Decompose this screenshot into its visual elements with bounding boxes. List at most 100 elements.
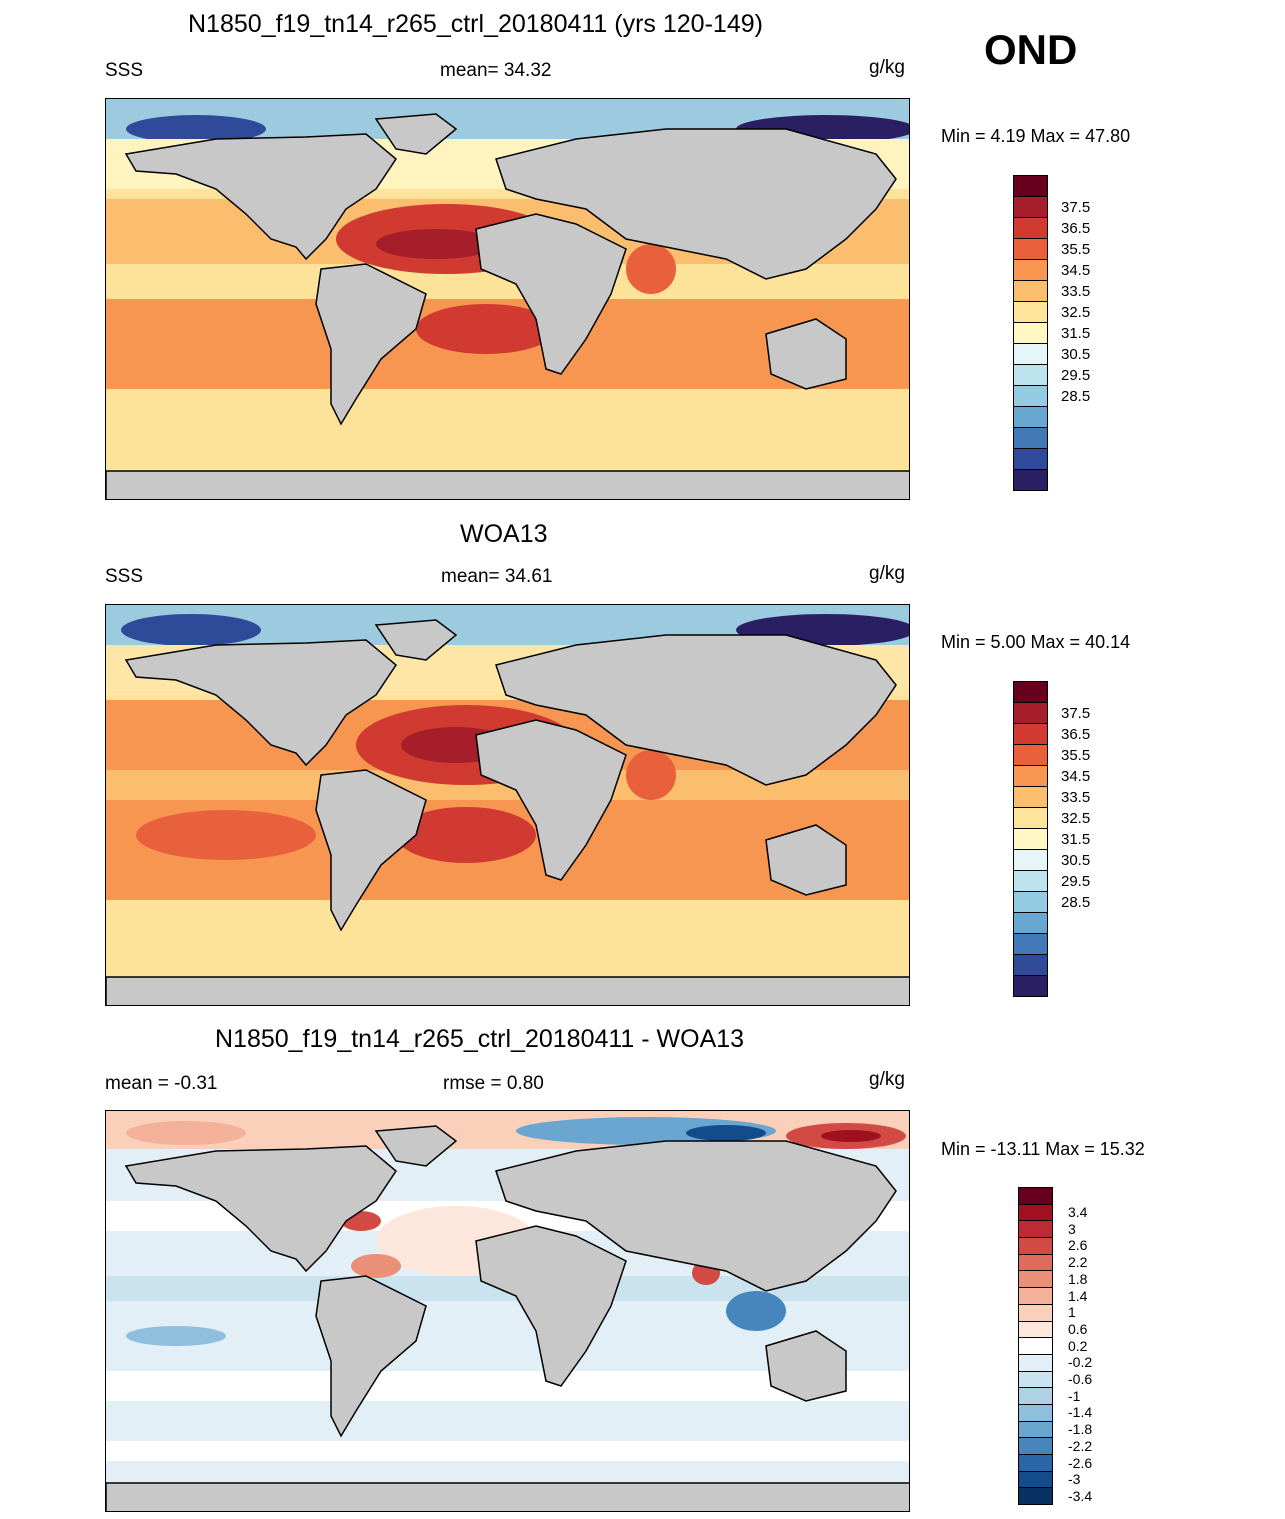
south-atlantic-max: [416, 304, 556, 354]
panel3-minmax: Min = -13.11 Max = 15.32: [941, 1139, 1145, 1159]
colorbar-cell: [1013, 301, 1048, 323]
colorbar-cell: [1018, 1470, 1053, 1489]
panel1-mean-label: mean= 34.32: [440, 60, 552, 81]
colorbar-cell: [1013, 912, 1048, 934]
colorbar-tick-label: -0.2: [1068, 1354, 1093, 1371]
panel3-units-label: g/kg: [869, 1069, 905, 1090]
panel2-map: [105, 604, 910, 1006]
colorbar-tick-label: 33.5: [1061, 788, 1091, 806]
arctic-negative-core: [686, 1125, 766, 1141]
colorbar-cell: [1013, 448, 1048, 470]
colorbar-cell: [1018, 1237, 1053, 1255]
australia: [765, 1330, 847, 1402]
colorbar-cell: [1018, 1353, 1053, 1372]
colorbar-tick-label: 1.4: [1068, 1287, 1088, 1304]
colorbar-tick-label: 30.5: [1061, 851, 1091, 869]
colorbar-cell: [1018, 1320, 1053, 1339]
arabian-sea: [626, 750, 676, 800]
colorbar-cell: [1013, 849, 1048, 871]
colorbar-tick-label: 36.5: [1061, 219, 1091, 237]
eurasia: [495, 1140, 897, 1292]
south-pacific-max: [136, 810, 316, 860]
colorbar-tick-label: 33.5: [1061, 282, 1091, 300]
panel1-map-svg: [106, 99, 909, 499]
panel2-mean-label: mean= 34.61: [441, 566, 553, 587]
colorbar-cell: [1013, 175, 1048, 197]
panel1-colorbar-cells: [1013, 175, 1048, 491]
colorbar-tick-label: 28.5: [1061, 893, 1091, 911]
panel2-colorbar-cells: [1013, 681, 1048, 997]
panel2-title: WOA13: [460, 520, 548, 548]
colorbar-cell: [1013, 933, 1048, 955]
panel1-title: N1850_f19_tn14_r265_ctrl_20180411 (yrs 1…: [188, 10, 763, 38]
panel3-colorbar-cells: [1018, 1187, 1053, 1506]
colorbar-cell: [1013, 744, 1048, 766]
antarctica: [106, 1482, 909, 1511]
greenland: [374, 113, 458, 155]
colorbar-cell: [1013, 681, 1048, 703]
colorbar-tick-label: 29.5: [1061, 872, 1091, 890]
panel3-rmse-label: rmse = 0.80: [443, 1073, 544, 1094]
colorbar-cell: [1013, 343, 1048, 365]
land-masses: [106, 113, 909, 499]
colorbar-tick-label: -1.4: [1068, 1404, 1093, 1421]
north-america: [124, 1145, 397, 1273]
colorbar-cell: [1018, 1253, 1053, 1272]
southern-band: [106, 389, 909, 464]
colorbar-cell: [1013, 427, 1048, 449]
colorbar-tick-label: -1: [1068, 1387, 1081, 1404]
panel1-colorbar: [1013, 175, 1048, 491]
colorbar-tick-label: -3.4: [1068, 1487, 1093, 1504]
colorbar-cell: [1013, 828, 1048, 850]
colorbar-tick-label: 30.5: [1061, 345, 1091, 363]
south-america: [315, 1275, 427, 1438]
eurasia: [495, 128, 897, 280]
australia: [765, 318, 847, 390]
colorbar-cell: [1013, 807, 1048, 829]
colorbar-tick-label: 34.5: [1061, 767, 1091, 785]
colorbar-cell: [1013, 217, 1048, 239]
land-masses: [106, 619, 909, 1005]
panel2-units-label: g/kg: [869, 563, 905, 584]
colorbar-cell: [1018, 1387, 1053, 1405]
colorbar-tick-label: 3: [1068, 1220, 1076, 1237]
colorbar-tick-label: 36.5: [1061, 725, 1091, 743]
panel3-map-svg: [106, 1111, 909, 1511]
colorbar-tick-label: 35.5: [1061, 240, 1091, 258]
antarctica: [106, 976, 909, 1005]
colorbar-tick-label: 2.6: [1068, 1237, 1088, 1254]
colorbar-tick-label: 3.4: [1068, 1204, 1088, 1221]
arctic-fresh-west: [126, 115, 266, 143]
colorbar-tick-label: 1: [1068, 1304, 1076, 1321]
eurasia: [495, 634, 897, 786]
colorbar-cell: [1013, 364, 1048, 386]
australia: [765, 824, 847, 896]
africa: [475, 719, 627, 881]
colorbar-cell: [1013, 891, 1048, 913]
arctic-positive-east-core: [821, 1130, 881, 1142]
colorbar-tick-label: 37.5: [1061, 704, 1091, 722]
colorbar-cell: [1018, 1203, 1053, 1222]
colorbar-cell: [1013, 280, 1048, 302]
colorbar-cell: [1018, 1454, 1053, 1472]
panel1-variable-label: SSS: [105, 60, 144, 81]
caribbean-positive: [351, 1254, 401, 1278]
panel1-minmax: Min = 4.19 Max = 47.80: [941, 126, 1131, 146]
colorbar-cell: [1013, 469, 1048, 491]
colorbar-cell: [1018, 1420, 1053, 1439]
africa: [475, 1225, 627, 1387]
panel2-map-svg: [106, 605, 909, 1005]
colorbar-cell: [1018, 1220, 1053, 1239]
colorbar-cell: [1018, 1303, 1053, 1322]
panel3-title: N1850_f19_tn14_r265_ctrl_20180411 - WOA1…: [215, 1025, 745, 1053]
colorbar-cell: [1013, 975, 1048, 997]
colorbar-cell: [1013, 786, 1048, 808]
south-atlantic-max: [396, 807, 536, 863]
colorbar-tick-label: -3: [1068, 1471, 1081, 1488]
colorbar-cell: [1013, 765, 1048, 787]
panel1-map: [105, 98, 910, 500]
colorbar-tick-label: 31.5: [1061, 324, 1091, 342]
colorbar-cell: [1018, 1337, 1053, 1355]
colorbar-cell: [1018, 1187, 1053, 1205]
colorbar-cell: [1018, 1437, 1053, 1455]
